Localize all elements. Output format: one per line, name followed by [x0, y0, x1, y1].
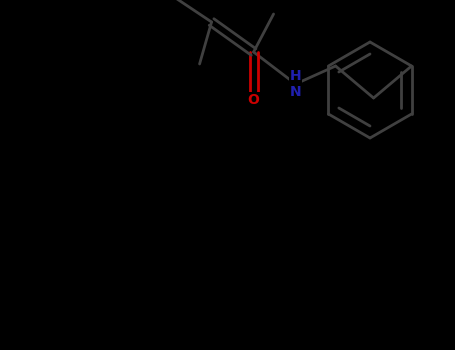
Text: H
N: H N [290, 69, 301, 99]
Text: O: O [248, 93, 259, 107]
